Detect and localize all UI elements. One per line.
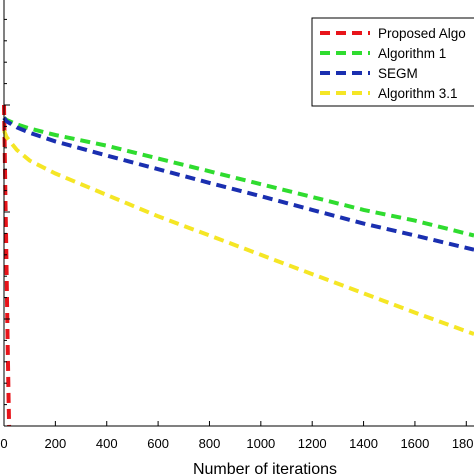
x-tick-label: 1400 bbox=[349, 436, 378, 451]
series-line-2 bbox=[2, 116, 474, 252]
x-tick-label: 1000 bbox=[246, 436, 275, 451]
x-tick-label: 400 bbox=[96, 436, 118, 451]
x-axis-label: Number of iterations bbox=[193, 461, 337, 474]
x-tick-label: 1200 bbox=[298, 436, 327, 451]
legend-label: Proposed Algo bbox=[378, 26, 466, 41]
x-tick-label: 1600 bbox=[400, 436, 429, 451]
x-tick-label: 0 bbox=[0, 436, 7, 451]
axes-layer: 0 200 400 600 800 1000 1200 1400 1600 1800 bbox=[0, 0, 474, 451]
legend-label: Algorithm 1 bbox=[378, 46, 446, 61]
x-tick-label: 600 bbox=[147, 436, 169, 451]
legend: Proposed Algo Algorithm 1 SEGM Algorithm 3.… bbox=[311, 17, 474, 107]
series-line-3 bbox=[2, 129, 474, 336]
x-tick-label: 200 bbox=[45, 436, 67, 451]
series-line-0 bbox=[2, 104, 12, 427]
legend-label: SEGM bbox=[378, 66, 418, 81]
x-tick-label: 1800 bbox=[452, 436, 474, 451]
x-tick-label: 800 bbox=[199, 436, 221, 451]
series-layer bbox=[2, 104, 474, 427]
legend-label: Algorithm 3.1 bbox=[378, 86, 458, 101]
series-line-1 bbox=[2, 116, 474, 238]
